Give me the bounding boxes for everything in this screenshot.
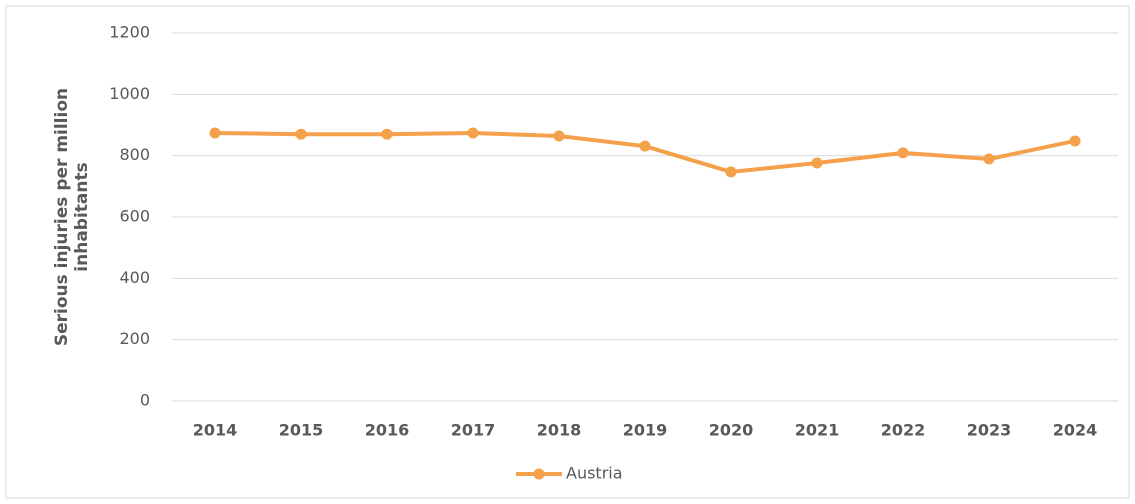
y-axis-label-line: inhabitants (72, 162, 92, 271)
x-tick-label: 2015 (279, 421, 324, 440)
y-axis-label-line: Serious injuries per million (52, 88, 72, 346)
x-tick-label: 2019 (623, 421, 668, 440)
point (553, 130, 565, 142)
y-axis-label: Serious injuries per millioninhabitants (52, 88, 92, 346)
y-tick-label: 1200 (109, 23, 150, 42)
x-tick-label: 2014 (193, 421, 238, 440)
y-tick-label: 400 (119, 268, 150, 287)
y-tick-label: 1000 (109, 84, 150, 103)
point (983, 153, 995, 165)
y-tick-label: 200 (119, 329, 150, 348)
point (467, 127, 479, 139)
x-tick-label: 2016 (365, 421, 410, 440)
legend-marker (533, 468, 545, 480)
y-tick-label: 0 (140, 391, 150, 410)
x-tick-label: 2024 (1053, 421, 1098, 440)
x-tick-label: 2023 (967, 421, 1012, 440)
x-tick-label: 2021 (795, 421, 840, 440)
point (897, 147, 909, 159)
point (209, 127, 221, 139)
x-tick-label: 2020 (709, 421, 754, 440)
chart-frame (5, 5, 1130, 499)
point (1069, 135, 1081, 147)
point (811, 157, 823, 169)
y-tick-label: 600 (119, 207, 150, 226)
legend-label: Austria (566, 464, 623, 483)
point (725, 166, 737, 178)
x-tick-label: 2018 (537, 421, 582, 440)
x-tick-label: 2017 (451, 421, 496, 440)
point (295, 128, 307, 140)
y-tick-label: 800 (119, 145, 150, 164)
point (381, 128, 393, 140)
point (639, 140, 651, 152)
x-tick-label: 2022 (881, 421, 926, 440)
